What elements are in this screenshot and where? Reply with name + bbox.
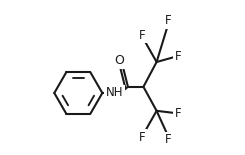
Text: F: F	[175, 107, 182, 120]
Text: F: F	[139, 131, 145, 144]
Text: O: O	[114, 54, 124, 67]
Text: F: F	[139, 29, 145, 42]
Text: F: F	[165, 133, 172, 146]
Text: F: F	[165, 14, 172, 27]
Text: F: F	[175, 50, 182, 63]
Text: NH: NH	[106, 86, 123, 100]
